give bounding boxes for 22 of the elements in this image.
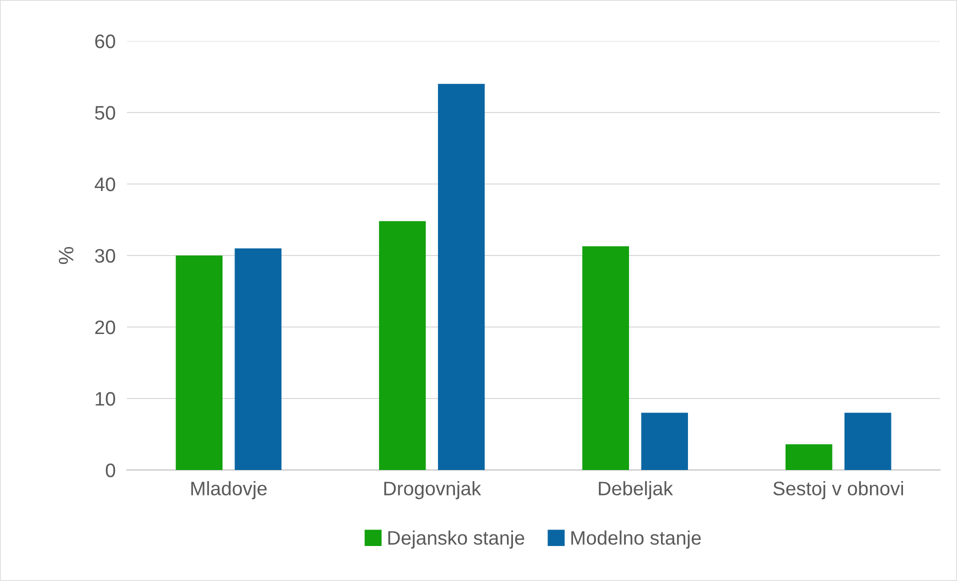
y-axis-title: % [58, 246, 74, 264]
bar [234, 248, 282, 470]
x-tick-label: Debeljak [598, 481, 673, 500]
bar [641, 412, 688, 470]
bar [176, 256, 223, 470]
x-tick-label: Mladovje [191, 481, 267, 500]
bar [844, 412, 892, 470]
bar [582, 246, 630, 470]
x-tick-label: Drogovnjak [384, 481, 482, 500]
y-tick-label: 30 [95, 248, 116, 263]
legend-label: Dejansko stanje [388, 530, 524, 549]
bar [379, 221, 426, 470]
bar [438, 84, 485, 470]
y-tick-label: 20 [95, 320, 116, 334]
legend-label: Modelno stanje [571, 530, 701, 549]
x-tick-label: Sestoj v obnovi [773, 481, 904, 500]
y-tick-label: 50 [95, 106, 116, 120]
y-tick-label: 0 [106, 463, 116, 478]
y-tick-label: 10 [96, 392, 116, 406]
y-tick-label: 60 [95, 34, 116, 48]
y-tick-label: 40 [94, 177, 116, 192]
bar [786, 444, 832, 470]
